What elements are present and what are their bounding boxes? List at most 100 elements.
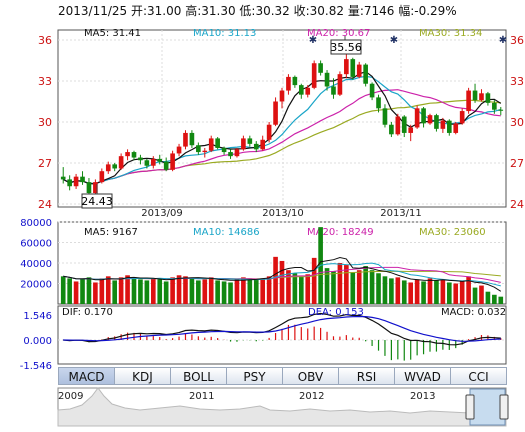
candle-down: [382, 108, 388, 125]
right-drag-handle[interactable]: [499, 394, 509, 420]
candle-down: [67, 179, 72, 187]
volume-bar-down: [292, 273, 298, 304]
volume-ma-legend: MA20: 18249: [307, 227, 374, 238]
overview-year: 2011: [189, 391, 214, 402]
volume-bar-down: [80, 279, 85, 304]
candle-down: [80, 176, 85, 183]
tab-cci[interactable]: CCI: [450, 367, 507, 385]
event-markers[interactable]: ✱ ✱ ✱: [309, 35, 507, 46]
volume-bar-up: [414, 279, 420, 304]
volume-y-tick: 60000: [20, 239, 52, 250]
price-y-tick-right: 33: [510, 75, 524, 88]
volume-ma-legend: MA30: 23060: [419, 227, 486, 238]
overview-selection[interactable]: [469, 388, 506, 426]
volume-bar-up: [234, 279, 240, 304]
tab-psy[interactable]: PSY: [226, 367, 283, 385]
candle-down: [376, 97, 381, 109]
candle-up: [125, 152, 130, 157]
candle-down: [163, 161, 169, 170]
candle-down: [112, 164, 118, 169]
volume-bar-up: [118, 277, 124, 304]
volume-y-tick: 40000: [20, 259, 52, 270]
candle-down: [485, 93, 491, 103]
x-tick-label: 2013/09: [141, 208, 183, 219]
candle-up: [427, 115, 433, 124]
candle-down: [298, 85, 304, 95]
volume-bar-down: [472, 287, 478, 304]
left-drag-handle[interactable]: [465, 394, 475, 420]
volume-bar-down: [498, 296, 504, 304]
volume-bar-up: [125, 275, 130, 304]
candle-down: [434, 115, 439, 129]
tab-macd[interactable]: MACD: [58, 367, 115, 385]
candle-down: [215, 138, 220, 148]
candle-up: [453, 123, 459, 133]
candle-down: [86, 182, 92, 194]
price-y-tick: 33: [38, 75, 52, 88]
volume-bar-down: [131, 277, 137, 304]
price-ma-legend: MA5: 31.41: [84, 28, 141, 39]
candle-up: [241, 138, 246, 150]
candle-up: [479, 93, 484, 101]
macd-y-tick: 0.000: [23, 336, 52, 347]
volume-bar-up: [99, 278, 105, 304]
svg-text:✱: ✱: [390, 35, 398, 46]
high-price-label: 35.56: [330, 36, 362, 55]
tab-wvad[interactable]: WVAD: [394, 367, 451, 385]
volume-bar-up: [170, 277, 175, 304]
tab-kdj[interactable]: KDJ: [114, 367, 171, 385]
tab-rsi[interactable]: RSI: [338, 367, 395, 385]
volume-bar-up: [337, 263, 343, 304]
volume-bar-down: [157, 279, 163, 304]
candle-up: [414, 108, 420, 128]
candle-down: [472, 90, 478, 101]
candle-up: [440, 120, 446, 129]
price-y-tick-right: 24: [510, 198, 524, 211]
candle-down: [318, 63, 323, 73]
volume-bar-down: [401, 280, 407, 304]
candle-down: [324, 72, 330, 87]
volume-bar-up: [459, 281, 465, 304]
candle-down: [253, 143, 259, 150]
tab-obv[interactable]: OBV: [282, 367, 339, 385]
volume-bar-up: [279, 260, 285, 304]
volume-ma10-line: [63, 262, 501, 287]
volume-bar-down: [331, 271, 336, 304]
volume-bar-down: [369, 270, 375, 304]
candle-up: [395, 116, 401, 135]
macd-y-tick: -1.546: [20, 361, 52, 372]
overview-year: 2013: [410, 391, 435, 402]
indicator-tabs: MACD KDJ BOLL PSY OBV RSI WVAD CCI: [58, 367, 507, 387]
volume-bar-up: [286, 270, 291, 304]
price-ma-legend: MA30: 31.34: [419, 28, 482, 39]
candle-down: [446, 120, 452, 133]
candle-up: [202, 150, 208, 153]
volume-bar-up: [479, 285, 484, 304]
volume-bar-up: [93, 282, 98, 304]
volume-bar-down: [228, 282, 233, 304]
candle-down: [228, 152, 233, 157]
volume-bar-down: [421, 281, 426, 304]
volume-bar-down: [253, 279, 259, 304]
volume-bar-up: [466, 276, 471, 304]
candle-up: [150, 158, 156, 166]
candle-down: [131, 152, 137, 158]
candle-down: [369, 83, 375, 98]
price-ma-legend: MA20: 30.67: [307, 28, 370, 39]
dif-label: DIF: 0.170: [62, 307, 113, 318]
tab-boll[interactable]: BOLL: [170, 367, 227, 385]
candle-up: [176, 146, 182, 154]
candle-up: [408, 127, 414, 133]
volume-bar-up: [427, 278, 433, 304]
volume-bar-up: [273, 256, 278, 304]
volume-bar-up: [311, 257, 317, 304]
macd-y-tick: 1.546: [23, 311, 52, 322]
overview-year: 2012: [299, 391, 324, 402]
volume-bar-up: [176, 275, 182, 304]
volume-bar-down: [67, 278, 72, 304]
candle-down: [196, 145, 201, 153]
candle-up: [466, 90, 471, 112]
volume-y-tick: 80000: [20, 218, 52, 229]
svg-text:✱: ✱: [309, 35, 317, 46]
candle-down: [221, 147, 227, 153]
